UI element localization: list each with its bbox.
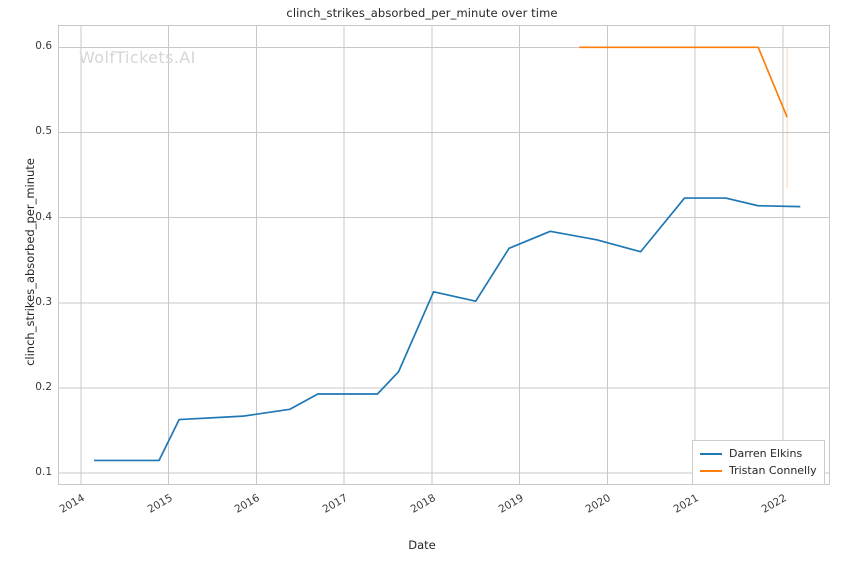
x-tick-label: 2017 <box>320 492 350 516</box>
series-lines <box>94 46 801 462</box>
x-tick-label: 2022 <box>759 492 789 516</box>
x-tick-label: 2018 <box>408 492 438 516</box>
x-axis-label: Date <box>408 538 436 552</box>
y-tick-label: 0.6 <box>35 40 52 53</box>
legend-color-swatch <box>700 452 722 455</box>
x-tick-label: 2014 <box>57 492 87 516</box>
y-tick-label: 0.2 <box>35 381 52 394</box>
legend-item[interactable]: Darren Elkins <box>700 445 817 462</box>
y-tick-label: 0.4 <box>35 210 52 223</box>
x-tick-label: 2020 <box>583 492 614 516</box>
y-tick-label: 0.1 <box>35 466 52 479</box>
legend-color-swatch <box>700 469 722 472</box>
x-tick-label: 2021 <box>671 492 701 516</box>
chart-legend[interactable]: Darren Elkins Tristan Connelly <box>692 440 825 485</box>
plot-area: WolfTickets.AI <box>58 25 830 485</box>
x-tick-label: 2016 <box>232 492 263 516</box>
legend-label: Tristan Connelly <box>729 464 817 477</box>
chart-title: clinch_strikes_absorbed_per_minute over … <box>286 6 558 20</box>
y-axis-tick-labels: 0.1 0.2 0.3 0.4 0.5 0.6 <box>0 0 52 561</box>
y-tick-label: 0.5 <box>35 125 52 138</box>
x-tick-label: 2015 <box>145 492 175 516</box>
y-tick-label: 0.3 <box>35 295 52 308</box>
x-tick-label: 2019 <box>496 492 526 516</box>
legend-label: Darren Elkins <box>729 447 803 460</box>
legend-item[interactable]: Tristan Connelly <box>700 462 817 479</box>
